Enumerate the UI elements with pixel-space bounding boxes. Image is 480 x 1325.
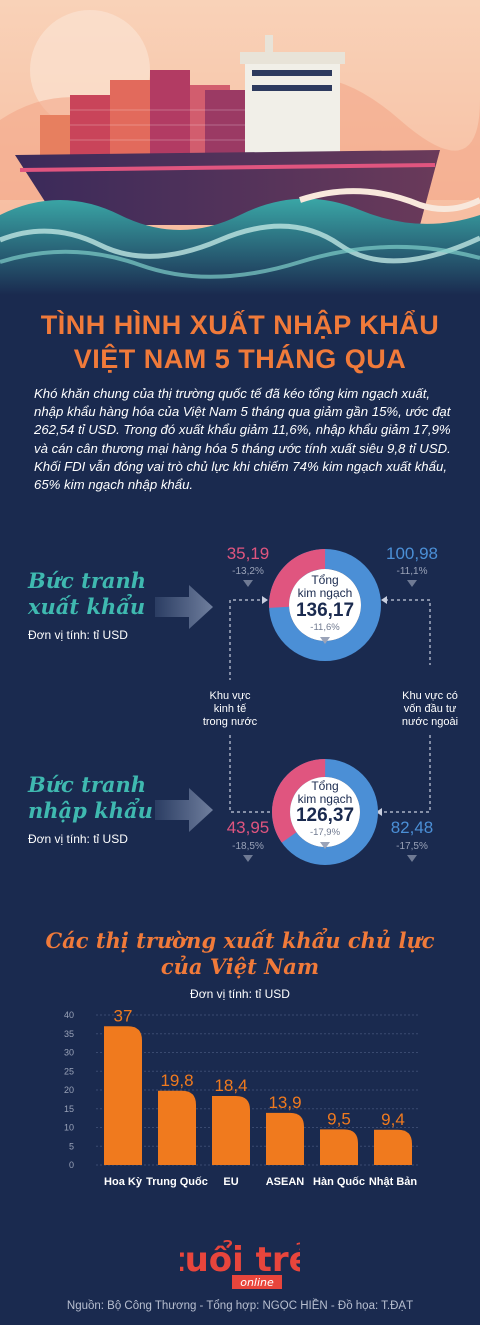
import-fdi-down-arrow-icon: [407, 855, 417, 862]
export-domestic-down-arrow-icon: [243, 580, 253, 587]
bar-5: [374, 1129, 412, 1165]
import-unit: Đơn vị tính: tỉ USD: [28, 832, 128, 846]
x-category-label: ASEAN: [266, 1176, 305, 1188]
import-domestic-value: 43,95: [226, 818, 270, 837]
bar-3: [266, 1112, 304, 1165]
chart-unit: Đơn vị tính: tỉ USD: [190, 987, 290, 1001]
export-fdi-value: 100,98: [386, 544, 438, 563]
export-donut-chart: [268, 549, 381, 661]
zone-domestic-line1: Khu vực: [209, 690, 251, 702]
export-domestic-pct: -13,2%: [232, 566, 264, 577]
svg-text:tuổi trẻ: tuổi trẻ: [180, 1239, 300, 1280]
export-donut-center: [289, 569, 361, 641]
zone-fdi-line3: nước ngoài: [401, 716, 459, 728]
import-title-line1: Bức tranh: [28, 772, 147, 797]
import-domestic-pct: -18,5%: [232, 841, 264, 852]
y-tick-label: 35: [64, 1029, 74, 1039]
bar-1: [158, 1090, 196, 1165]
import-domestic-down-arrow-icon: [243, 855, 253, 862]
import-donut-center: [290, 777, 360, 847]
chart-title-line2: của Việt Nam: [160, 954, 320, 979]
zone-domestic-label: Khu vực kinh tế trong nước: [190, 690, 270, 729]
y-tick-label: 15: [64, 1104, 74, 1114]
export-title-line2: xuất khẩu: [28, 594, 146, 619]
export-section-title: Bức tranh xuất khẩu: [28, 568, 146, 620]
y-tick-label: 30: [64, 1048, 74, 1058]
export-unit: Đơn vị tính: tỉ USD: [28, 628, 128, 642]
zone-fdi-line2: vốn đầu tư: [403, 703, 457, 715]
cargo-ship-illustration: [0, 0, 480, 295]
export-fdi-down-arrow-icon: [407, 580, 417, 587]
x-category-label: Trung Quốc: [146, 1176, 208, 1188]
page-title: TÌNH HÌNH XUẤT NHẬP KHẨU VIỆT NAM 5 THÁN…: [0, 308, 480, 376]
zone-fdi-line1: Khu vực có: [402, 690, 458, 702]
bar-value-label: 9,4: [381, 1110, 405, 1129]
tuoi-tre-online-logo: tuổi trẻ online: [180, 1239, 300, 1289]
export-domestic-segment: [268, 549, 381, 661]
bar-2: [212, 1096, 250, 1165]
x-category-label: Hàn Quốc: [313, 1176, 365, 1188]
zone-domestic-line2: kinh tế: [213, 703, 247, 715]
import-total: 126,37: [295, 805, 355, 826]
import-center-label-line1: Tổng: [311, 779, 339, 793]
export-total-pct: -11,6%: [310, 622, 340, 633]
import-arrow-icon: [155, 788, 213, 832]
import-donut-chart: [272, 759, 378, 865]
y-tick-label: 0: [69, 1160, 74, 1170]
export-total-down-arrow-icon: [320, 637, 330, 644]
bar-value-label: 13,9: [268, 1093, 301, 1112]
y-tick-label: 5: [69, 1141, 74, 1151]
bar-0: [104, 1026, 142, 1165]
x-category-label: Nhật Bản: [369, 1176, 418, 1188]
export-domestic-value: 35,19: [226, 544, 270, 563]
source-credit: Nguồn: Bộ Công Thương - Tổng hợp: NGỌC H…: [66, 1300, 414, 1312]
bar-value-label: 19,8: [160, 1071, 193, 1090]
export-fdi-pct: -11,1%: [396, 566, 428, 577]
export-total: 136,17: [295, 600, 355, 621]
bar-value-label: 37: [114, 1006, 133, 1025]
export-center-label-line1: Tổng: [311, 573, 339, 587]
intro-paragraph: Khó khăn chung của thị trường quốc tế đã…: [34, 386, 451, 493]
export-arrow-icon: [155, 585, 213, 629]
y-tick-label: 20: [64, 1085, 74, 1095]
page-title-line1: TÌNH HÌNH XUẤT NHẬP KHẨU: [40, 310, 440, 340]
y-tick-label: 25: [64, 1066, 74, 1076]
export-center-label: Tổng kim ngạch: [285, 574, 365, 600]
y-tick-label: 10: [64, 1123, 74, 1133]
page-title-line2: VIỆT NAM 5 THÁNG QUA: [73, 344, 407, 374]
import-center-label-line2: kim ngạch: [297, 792, 353, 806]
zone-connectors: [229, 596, 431, 816]
import-title-line2: nhập khẩu: [28, 798, 153, 823]
export-title-line1: Bức tranh: [28, 568, 147, 593]
x-category-label: Hoa Kỳ: [104, 1176, 143, 1188]
import-section-title: Bức tranh nhập khẩu: [28, 772, 153, 824]
zone-domestic-line3: trong nước: [202, 716, 258, 728]
import-center-label: Tổng kim ngạch: [285, 780, 365, 806]
bar-4: [320, 1129, 358, 1165]
svg-text:online: online: [240, 1276, 274, 1289]
zone-fdi-label: Khu vực có vốn đầu tư nước ngoài: [385, 690, 475, 729]
y-tick-label: 40: [64, 1010, 74, 1020]
import-total-down-arrow-icon: [320, 842, 330, 849]
import-fdi-pct: -17,5%: [396, 841, 428, 852]
bar-value-label: 9,5: [327, 1109, 351, 1128]
export-markets-bar-chart: 0 5 10 15 20 25 30 35 40 37 Hoa Kỳ 19,8 Trung Quốc 18…: [64, 1006, 420, 1188]
export-center-label-line2: kim ngạch: [297, 586, 353, 600]
import-fdi-value: 82,48: [390, 818, 434, 837]
x-category-label: EU: [223, 1176, 238, 1188]
import-total-pct: -17,9%: [309, 827, 341, 838]
bar-value-label: 18,4: [214, 1076, 247, 1095]
chart-title-line1: Các thị trường xuất khẩu chủ lực: [45, 928, 435, 953]
chart-title: Các thị trường xuất khẩu chủ lực của Việ…: [0, 928, 480, 980]
